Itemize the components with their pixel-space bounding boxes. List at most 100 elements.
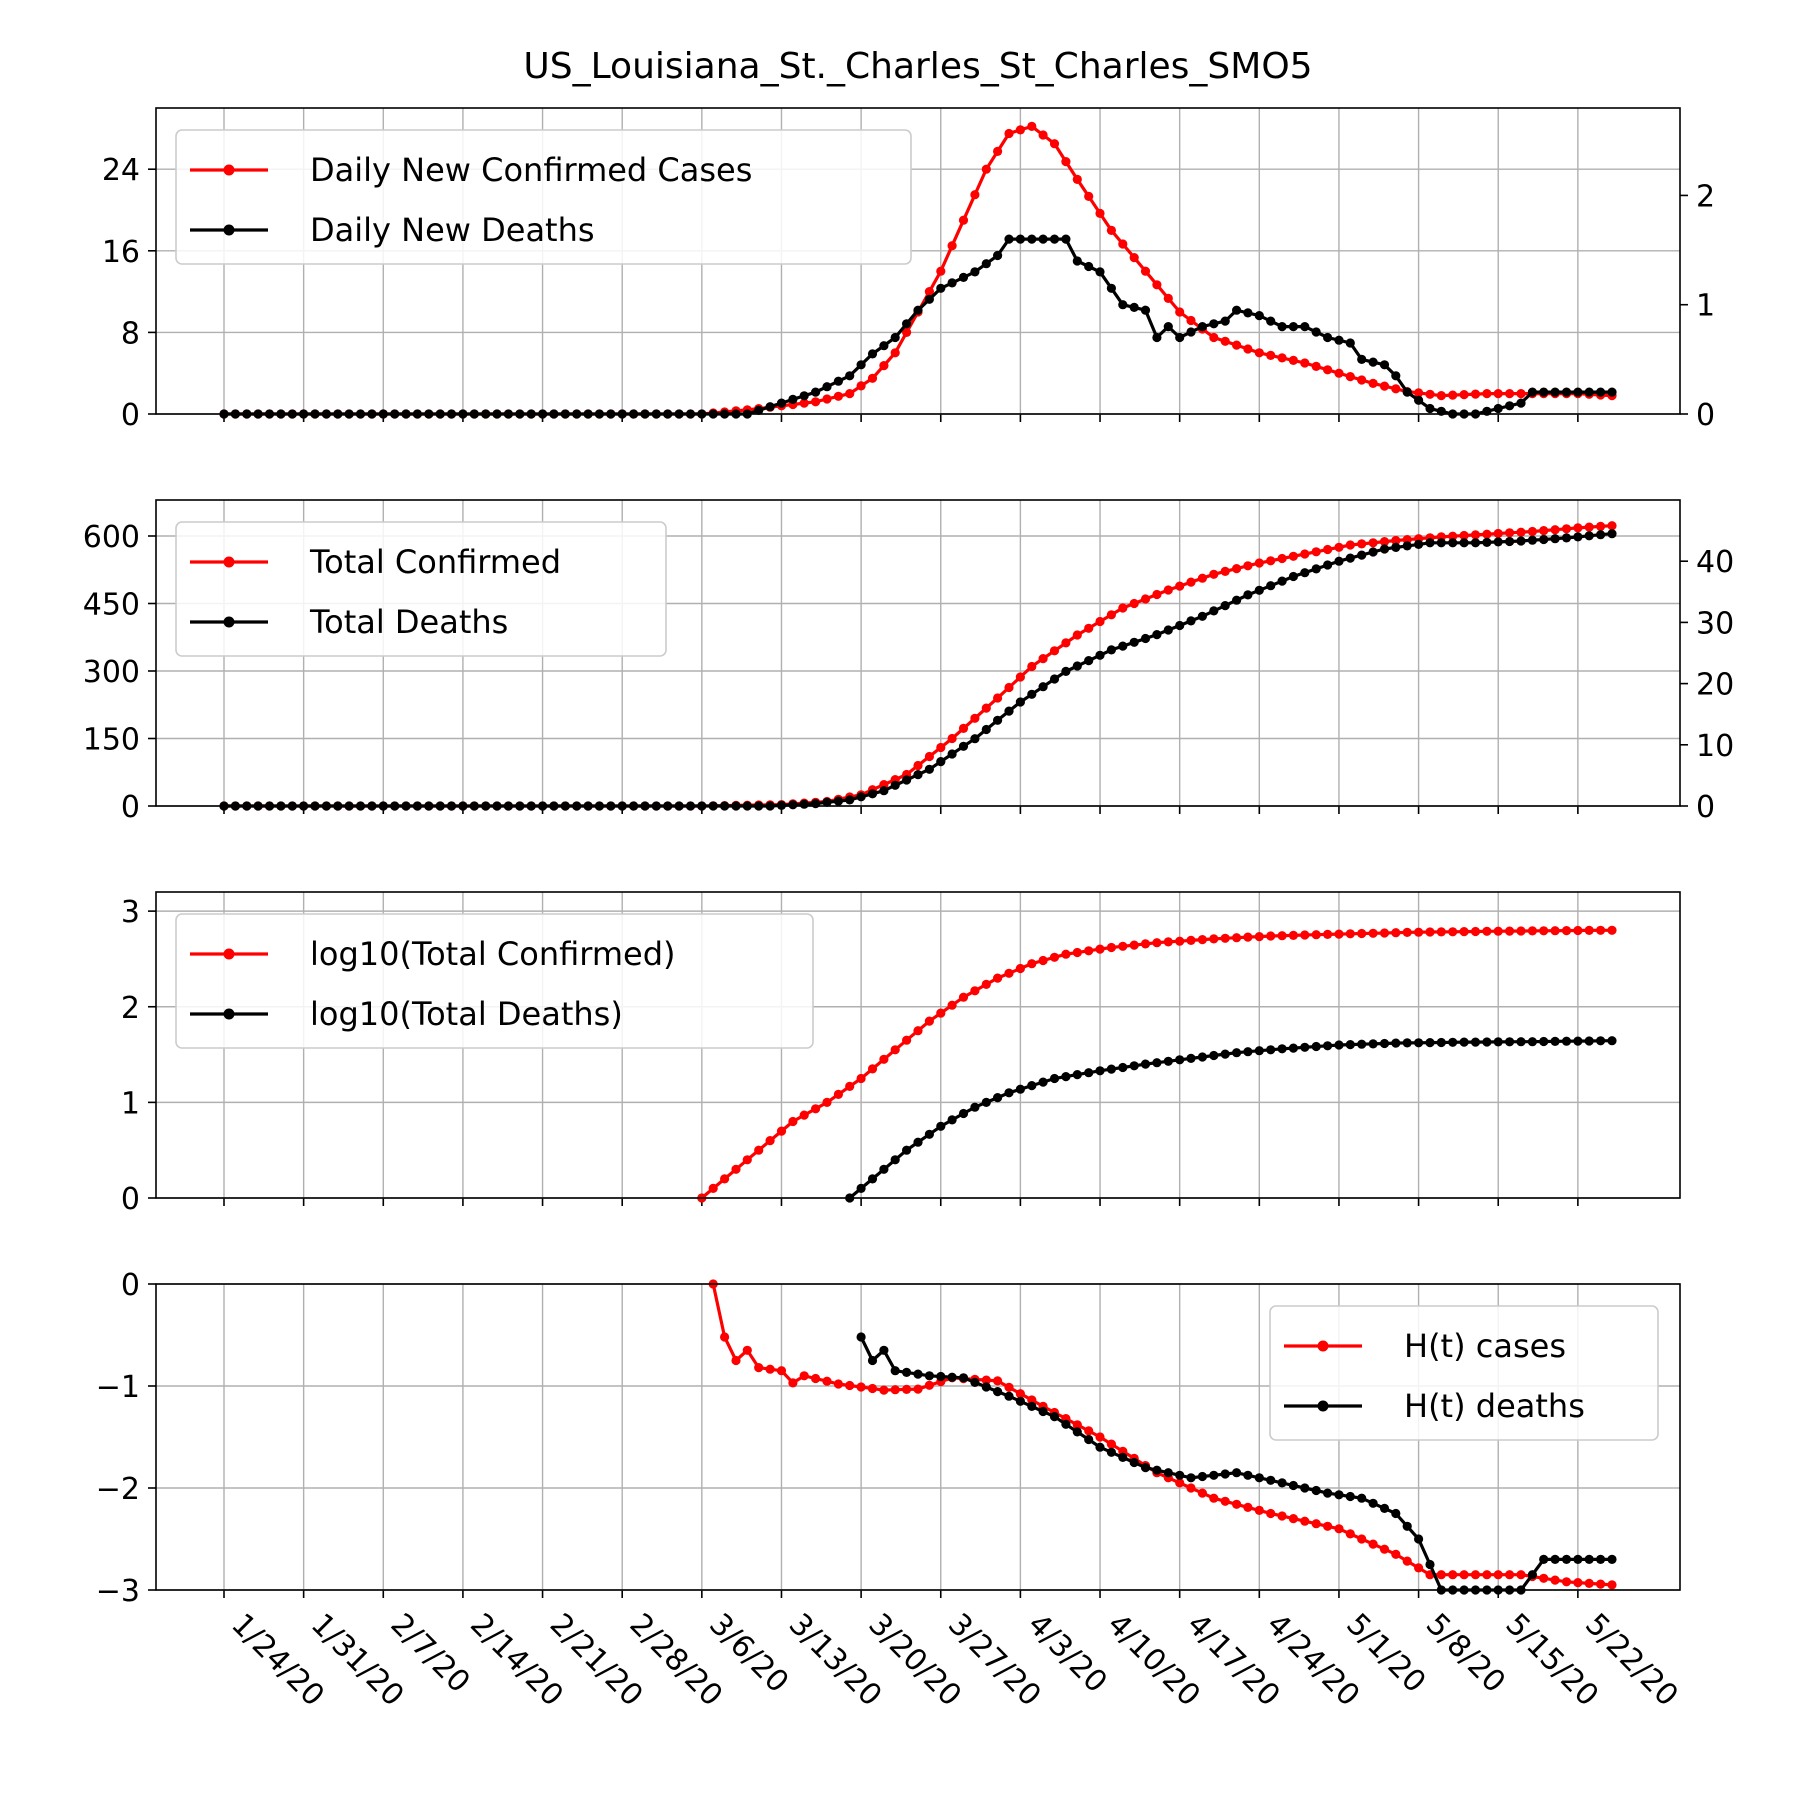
y-tick-label-left: 300 [83,655,140,690]
data-point [776,1366,787,1376]
y-tick-label-left: 150 [83,723,140,758]
data-point [879,1164,889,1174]
data-point [1084,946,1094,956]
data-point [1209,934,1219,944]
y-tick-label-left: 600 [83,520,140,555]
data-point [913,1026,923,1036]
data-point [731,1164,741,1174]
data-point [1448,538,1458,548]
data-point [1015,1396,1025,1406]
data-point [1573,523,1583,533]
data-point [1470,389,1481,399]
data-point [856,1183,866,1193]
data-point [1402,1038,1412,1048]
data-point [1186,1473,1196,1483]
data-point [1334,1040,1344,1050]
data-point [1163,1468,1173,1478]
data-point [1243,308,1253,318]
data-point [1493,528,1503,539]
data-point [1527,926,1537,936]
data-point [1118,239,1128,249]
data-point [1163,1056,1173,1066]
data-point [1243,561,1253,571]
data-point [1118,941,1128,951]
data-point [1493,1570,1503,1580]
data-point [1493,926,1503,936]
data-point [1186,616,1196,626]
data-point [1072,1420,1082,1430]
data-point [1197,1488,1207,1498]
data-point [1004,682,1014,693]
data-point [924,1129,935,1139]
legend-marker [223,556,235,568]
data-point [1368,1539,1378,1549]
data-point [1414,927,1424,937]
legend-label: Daily New Deaths [310,211,595,249]
data-point [1573,1036,1583,1046]
data-point [1152,1058,1162,1068]
data-point [947,733,957,744]
data-point [1027,1395,1037,1405]
data-point [1516,536,1526,546]
data-point [1140,1059,1151,1069]
data-point [1140,1463,1151,1473]
data-point [970,986,980,996]
data-point [833,391,844,401]
data-point [993,693,1003,703]
data-point [1300,568,1310,578]
data-point [1004,234,1014,244]
data-point [1379,544,1390,554]
data-point [1573,387,1583,397]
data-point [1072,1427,1082,1437]
data-point [1243,1502,1253,1512]
data-point [1118,300,1128,310]
data-point [867,1355,878,1366]
data-point [1550,1554,1560,1564]
data-point [947,278,957,288]
data-point [1505,1570,1515,1580]
data-point [1243,590,1253,600]
data-point [1106,645,1116,655]
data-point [1254,311,1264,321]
data-point [1163,937,1173,947]
data-point [1368,1039,1378,1049]
data-point [970,734,980,744]
data-point [958,741,969,751]
data-point [788,394,798,404]
data-point [1186,935,1196,946]
data-point [1152,589,1162,600]
data-point [1015,1389,1025,1399]
data-point [1175,332,1185,343]
data-point [1232,340,1242,350]
data-point [1391,928,1401,938]
data-point [1027,959,1037,969]
data-point [788,1378,798,1388]
data-point [1175,307,1185,317]
data-point [902,1035,912,1045]
data-point [958,215,969,225]
data-point [1254,558,1264,568]
data-point [1049,1073,1060,1084]
data-point [1391,384,1401,394]
data-point [1140,633,1151,644]
data-point [1561,1577,1572,1587]
data-point [1379,928,1390,938]
data-point [1095,1432,1105,1442]
data-point [993,1093,1003,1103]
data-point [1482,1037,1492,1047]
data-point [1209,1493,1219,1503]
data-point [1482,389,1492,399]
data-point [1266,581,1276,591]
data-point [1129,302,1139,312]
data-point [1015,125,1025,135]
data-point [1379,360,1390,370]
data-point [1118,641,1128,651]
data-point [1334,542,1344,552]
data-point [1573,1554,1583,1564]
data-point [1175,581,1185,591]
data-point [936,283,946,293]
data-point [845,1081,855,1091]
data-point [1288,551,1298,561]
data-point [788,1116,798,1127]
data-point [1368,928,1378,938]
